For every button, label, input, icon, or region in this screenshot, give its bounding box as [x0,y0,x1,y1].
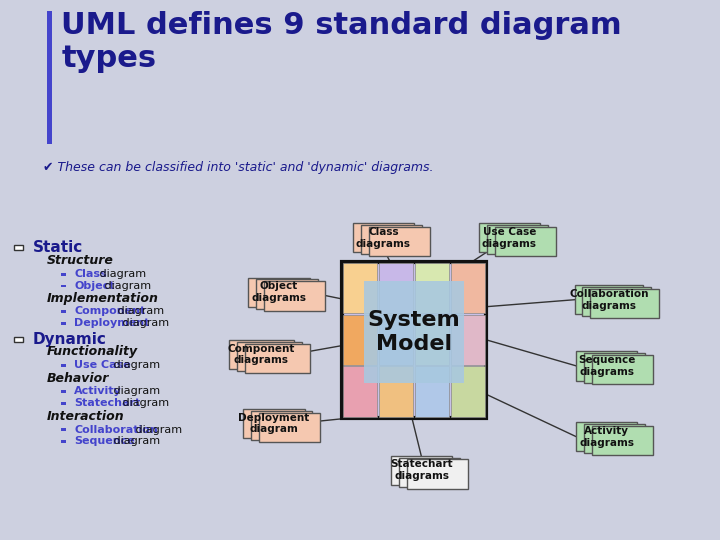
FancyBboxPatch shape [584,424,645,453]
Text: diagram: diagram [119,398,169,408]
Text: Deployment
diagram: Deployment diagram [238,413,310,434]
Text: diagram: diagram [114,306,164,316]
Bar [364,281,464,382]
Text: Deployment: Deployment [74,318,150,328]
FancyBboxPatch shape [576,422,637,451]
Bar [415,263,449,313]
Text: diagram: diagram [101,281,151,291]
Text: ✔ These can be classified into 'static' and 'dynamic' diagrams.: ✔ These can be classified into 'static' … [43,161,433,174]
Text: System
Model: System Model [368,310,460,354]
Bar [415,367,449,417]
Text: Sequence: Sequence [74,436,135,446]
Text: Behavior: Behavior [47,372,109,385]
Bar [61,402,66,404]
Text: Use Case
diagrams: Use Case diagrams [482,227,537,248]
Text: Sequence
diagrams: Sequence diagrams [578,355,635,377]
FancyBboxPatch shape [592,355,653,384]
FancyBboxPatch shape [582,287,651,316]
FancyBboxPatch shape [256,280,318,309]
Bar [343,263,377,313]
FancyBboxPatch shape [399,457,460,487]
Text: Class: Class [74,269,107,279]
Bar [61,285,66,287]
Text: Object: Object [74,281,114,291]
Bar [343,315,377,365]
FancyBboxPatch shape [251,411,312,440]
Bar [379,315,413,365]
FancyBboxPatch shape [353,223,414,252]
Text: Use Case: Use Case [74,360,131,370]
FancyBboxPatch shape [259,413,320,442]
Bar [61,390,66,393]
Text: Collaboration: Collaboration [74,424,158,435]
Bar [61,310,66,313]
Bar [61,364,66,367]
FancyBboxPatch shape [369,227,430,256]
FancyBboxPatch shape [584,353,645,382]
Bar [47,11,52,144]
Text: Interaction: Interaction [47,410,125,423]
Text: Activity
diagrams: Activity diagrams [579,426,634,448]
Bar [343,367,377,417]
FancyBboxPatch shape [391,456,452,485]
Bar [14,337,23,342]
Bar [61,428,66,431]
Bar [379,367,413,417]
FancyBboxPatch shape [229,340,294,369]
FancyBboxPatch shape [479,223,540,252]
FancyBboxPatch shape [245,343,310,373]
FancyBboxPatch shape [248,278,310,307]
FancyBboxPatch shape [264,281,325,310]
Text: Collaboration
diagrams: Collaboration diagrams [569,289,649,310]
Text: Component: Component [74,306,145,316]
Text: Static: Static [32,240,83,255]
FancyBboxPatch shape [407,460,468,489]
Bar [61,440,66,443]
Text: Object
diagrams: Object diagrams [251,281,307,303]
FancyBboxPatch shape [575,285,643,314]
FancyBboxPatch shape [243,409,305,438]
Text: Component
diagrams: Component diagrams [228,343,295,365]
Text: Class
diagrams: Class diagrams [356,227,411,248]
Text: diagram: diagram [110,387,160,396]
Bar [14,245,23,250]
Text: Structure: Structure [47,254,114,267]
Text: diagram: diagram [96,269,147,279]
FancyBboxPatch shape [590,289,659,319]
Bar [451,367,485,417]
Bar [61,322,66,325]
Bar [379,263,413,313]
FancyBboxPatch shape [361,225,422,254]
FancyBboxPatch shape [487,225,548,254]
Bar [415,315,449,365]
FancyBboxPatch shape [592,426,653,455]
Bar [342,262,486,417]
Text: Implementation: Implementation [47,292,158,305]
Bar [451,315,485,365]
FancyBboxPatch shape [576,352,637,381]
Text: diagram: diagram [110,360,160,370]
Text: Statechart: Statechart [74,398,140,408]
Bar [451,263,485,313]
Text: diagram: diagram [132,424,182,435]
Bar [61,273,66,275]
Text: UML defines 9 standard diagram
types: UML defines 9 standard diagram types [61,11,622,73]
Text: Statechart
diagrams: Statechart diagrams [390,460,453,481]
Text: Functionality: Functionality [47,345,138,359]
Text: diagram: diagram [119,318,169,328]
Text: Dynamic: Dynamic [32,332,107,347]
FancyBboxPatch shape [237,342,302,371]
Text: diagram: diagram [110,436,160,446]
Text: Activity: Activity [74,387,122,396]
FancyBboxPatch shape [495,227,556,256]
